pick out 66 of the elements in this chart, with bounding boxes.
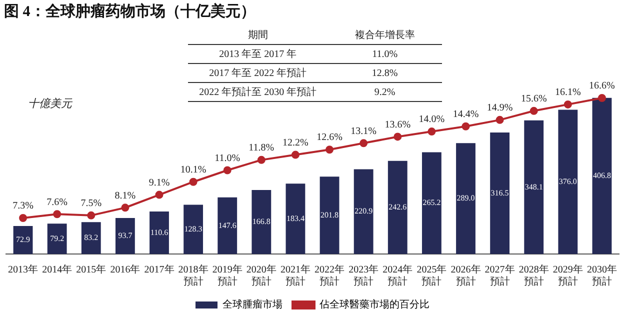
data-label: 348.1 [524, 182, 543, 192]
x-tick-label: 2025年預計 [416, 264, 447, 288]
x-tick-label: 2013年 [8, 264, 38, 276]
annotation: 2022 年預計至 2030 年預計 [188, 82, 328, 102]
data-label: 14.9% [486, 102, 513, 114]
text: 2017 年至 2022 年預計 [188, 64, 328, 82]
data-label: 12.6% [316, 132, 342, 144]
x-tick-label: 2029年預計 [552, 264, 583, 288]
text: 複合年增長率 [328, 26, 442, 44]
data-label: 13.1% [350, 126, 377, 137]
data-label: 128.3 [184, 224, 202, 234]
x-tick-label: 2017年 [144, 264, 174, 276]
x-tick-label: 2020年預計 [246, 264, 276, 288]
x-tick-label: 2019年預計 [212, 264, 242, 288]
data-label: 16.1% [554, 87, 581, 98]
data-label: 316.5 [490, 188, 509, 198]
data-label: 166.8 [252, 217, 270, 226]
data-label: 16.6% [589, 80, 615, 92]
x-tick-label: 2022年預計 [314, 264, 345, 288]
data-label: 183.4 [286, 214, 304, 223]
x-tick-label: 2023年預計 [348, 264, 379, 288]
data-label: 406.8 [592, 171, 611, 180]
data-label: 14.4% [452, 109, 479, 120]
data-label: 79.2 [50, 234, 64, 243]
data-label: 110.6 [150, 228, 168, 237]
text: 11.0% [328, 44, 442, 64]
x-tick-label: 2028年預計 [518, 264, 549, 288]
data-label: 7.6% [46, 196, 68, 208]
data-label: 72.9 [16, 235, 30, 244]
x-tick-label: 2021年預計 [280, 264, 310, 288]
chart-title: 图 4：全球肿瘤药物市场（十亿美元） [4, 2, 256, 21]
data-label: 13.6% [384, 119, 411, 130]
data-label: 93.7 [118, 231, 132, 240]
x-tick-label: 2015年 [76, 264, 106, 276]
x-tick-label: 2030年預計 [586, 264, 617, 288]
data-label: 220.9 [354, 206, 373, 216]
text: 期間 [188, 26, 328, 44]
x-tick-label: 2018年預計 [178, 264, 208, 288]
data-label: 15.6% [520, 94, 547, 105]
x-tick-label: 2024年預計 [382, 264, 413, 288]
x-tick-label: 2014年 [42, 264, 72, 276]
x-tick-label: 2016年 [110, 264, 140, 276]
x-tick-label: 2027年預計 [484, 264, 515, 288]
legend-label: 全球腫瘤市場 [222, 298, 282, 311]
data-label: 289.0 [456, 194, 475, 203]
data-label: 8.1% [114, 190, 136, 202]
data-label: 83.2 [84, 233, 98, 242]
text: 9.2% [328, 82, 442, 102]
data-label: 10.1% [180, 164, 206, 176]
data-label: 7.5% [80, 198, 102, 210]
text: 2013 年至 2017 年 [188, 44, 328, 64]
data-label: 11.0% [214, 152, 240, 164]
data-label: 147.6 [218, 220, 236, 230]
data-label: 11.8% [248, 142, 274, 154]
x-tick-label: 2026年預計 [450, 264, 481, 288]
data-label: 7.3% [12, 200, 34, 212]
data-label: 12.2% [282, 137, 308, 148]
legend-label: 佔全球醫藥市場的百分比 [318, 298, 430, 311]
data-label: 201.8 [320, 210, 339, 220]
text: 12.8% [328, 64, 442, 82]
data-label: 14.0% [418, 114, 445, 126]
data-label: 376.0 [558, 176, 577, 186]
data-label: 242.6 [388, 202, 407, 212]
y-axis-title: 十億美元 [28, 96, 72, 111]
data-label: 9.1% [148, 177, 170, 188]
data-label: 265.2 [422, 198, 441, 208]
